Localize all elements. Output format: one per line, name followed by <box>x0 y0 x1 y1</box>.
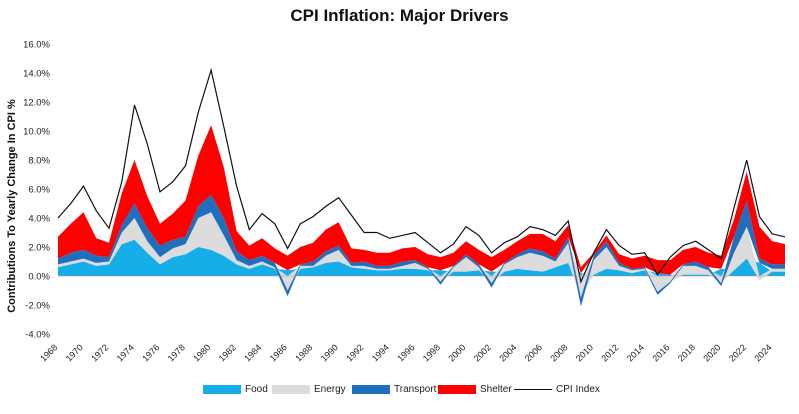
x-tick-label: 1976 <box>140 342 161 363</box>
y-tick-label: 12.0% <box>23 98 50 109</box>
y-tick-label: 0.0% <box>28 272 50 283</box>
x-tick-label: 1994 <box>370 342 391 363</box>
legend-item-energy: Energy <box>272 380 346 398</box>
y-tick-label: 2.0% <box>28 243 50 254</box>
y-tick-label: 6.0% <box>28 185 50 196</box>
x-tick-label: 2000 <box>446 342 467 363</box>
x-tick-label: 1992 <box>344 342 365 363</box>
cpi-line-layer <box>57 67 786 284</box>
x-tick-label: 1968 <box>38 342 59 363</box>
legend-label-energy: Energy <box>314 383 346 395</box>
x-tick-label: 1986 <box>268 342 289 363</box>
x-tick-label: 2024 <box>752 342 773 363</box>
y-tick-label: 10.0% <box>23 127 50 138</box>
x-tick-label: 2014 <box>625 342 646 363</box>
x-tick-label: 2006 <box>523 342 544 363</box>
x-tick-label: 2016 <box>650 342 671 363</box>
legend-label-transport: Transport <box>394 383 437 395</box>
area-layer <box>58 125 785 307</box>
legend: Food Energy Transport Shelter CPI Index <box>0 380 799 398</box>
x-tick-label: 1990 <box>319 342 340 363</box>
legend-label-shelter: Shelter <box>480 383 512 395</box>
x-tick-label: 1970 <box>64 342 85 363</box>
x-tick-label: 2018 <box>676 342 697 363</box>
area-shelter <box>58 125 785 275</box>
legend-item-shelter: Shelter <box>438 380 512 398</box>
x-tick-label: 1978 <box>166 342 187 363</box>
legend-label-cpi-index: CPI Index <box>556 383 600 395</box>
x-tick-label: 1972 <box>89 342 110 363</box>
x-tick-label: 1980 <box>191 342 212 363</box>
x-tick-label: 2008 <box>548 342 569 363</box>
y-axis: -4.0% -2.0% 0.0% 2.0% 4.0% 6.0% 8.0% 10.0% 12.0%… <box>23 40 785 341</box>
x-tick-label: 1984 <box>242 342 263 363</box>
y-tick-label: 4.0% <box>28 214 50 225</box>
y-tick-label: 16.0% <box>23 40 50 51</box>
x-tick-label: 2010 <box>574 342 595 363</box>
x-tick-label: 2004 <box>497 342 518 363</box>
x-tick-label: 2022 <box>727 342 748 363</box>
area-food <box>58 239 785 276</box>
legend-swatch-shelter <box>438 384 476 394</box>
legend-item-cpi-index: CPI Index <box>514 380 600 398</box>
chart-title: CPI Inflation: Major Drivers <box>290 6 509 25</box>
x-tick-label: 1974 <box>115 342 136 363</box>
legend-label-food: Food <box>245 383 268 395</box>
legend-swatch-transport <box>352 384 390 394</box>
legend-swatch-food <box>203 384 241 394</box>
x-tick-label: 1982 <box>217 342 238 363</box>
legend-swatch-cpi-index <box>514 389 552 390</box>
x-tick-label: 2012 <box>599 342 620 363</box>
x-axis: 1968 1970 1972 1974 1976 1978 1980 1982 1984 1986… <box>38 342 773 363</box>
y-tick-label: -2.0% <box>25 301 50 312</box>
x-tick-label: 1998 <box>421 342 442 363</box>
y-tick-label: 8.0% <box>28 156 50 167</box>
x-tick-label: 2002 <box>472 342 493 363</box>
line-cpi-index <box>57 67 786 284</box>
x-tick-label: 1988 <box>293 342 314 363</box>
x-tick-label: 1996 <box>395 342 416 363</box>
legend-item-food: Food <box>203 380 268 398</box>
x-tick-label: 2020 <box>701 342 722 363</box>
y-tick-label: -4.0% <box>25 330 50 341</box>
legend-item-transport: Transport <box>352 380 436 398</box>
area-transport <box>58 194 785 307</box>
y-tick-label: 14.0% <box>23 69 50 80</box>
legend-swatch-energy <box>272 384 310 394</box>
